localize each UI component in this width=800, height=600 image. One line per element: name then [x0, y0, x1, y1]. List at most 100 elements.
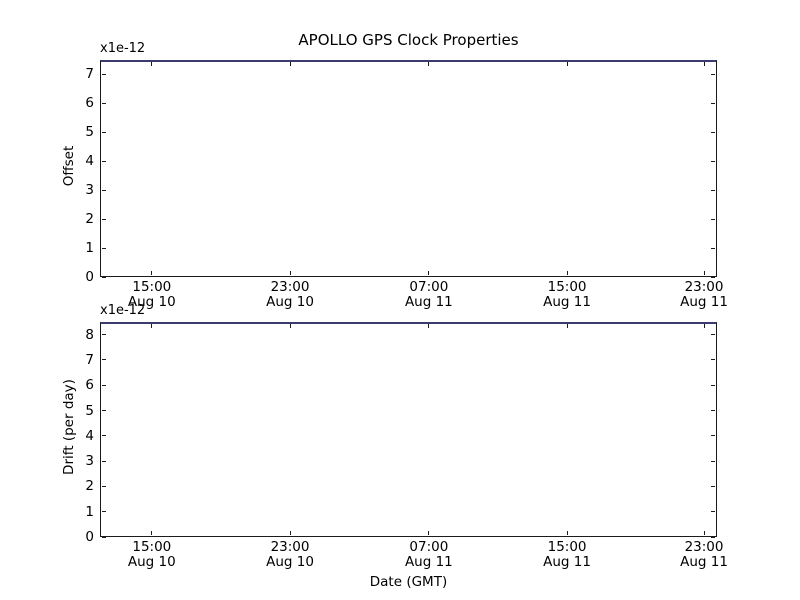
y-tick-mark — [102, 276, 106, 278]
x-axis-label: Date (GMT) — [369, 574, 448, 590]
y-tick-mark-right — [711, 276, 715, 278]
y-tick-label: 7 — [85, 66, 94, 83]
y-tick-mark-right — [711, 511, 715, 513]
x-tick-time: 23:00 — [270, 279, 310, 295]
y-tick-mark-right — [711, 485, 715, 487]
y-tick-mark — [102, 511, 106, 513]
x-tick-mark — [289, 531, 291, 535]
x-tick-time: 23:00 — [684, 539, 724, 555]
x-tick-time: 23:00 — [684, 279, 724, 295]
y-tick-mark — [102, 384, 106, 386]
y-tick-mark — [102, 435, 106, 437]
x-tick-date: Aug 10 — [266, 294, 314, 310]
x-tick-label: 23:00 Aug 10 — [245, 540, 335, 570]
x-tick-date: Aug 10 — [266, 554, 314, 570]
y-tick-mark — [102, 73, 106, 75]
y-tick-mark — [102, 410, 106, 412]
y-tick-label: 0 — [85, 269, 94, 285]
y-tick-mark-right — [711, 160, 715, 162]
y-tick-mark-right — [711, 410, 715, 412]
x-tick-time: 15:00 — [547, 279, 587, 295]
x-tick-mark-top — [428, 324, 430, 328]
x-tick-mark-top — [703, 324, 705, 328]
y-tick-label: 8 — [85, 326, 94, 343]
y-tick-mark-right — [711, 334, 715, 336]
y-tick-label: 4 — [85, 153, 94, 170]
x-tick-time: 15:00 — [132, 539, 172, 555]
x-tick-mark — [151, 271, 153, 275]
offset-plot-area — [100, 60, 717, 277]
y-tick-label: 2 — [85, 211, 94, 228]
x-tick-mark — [566, 271, 568, 275]
x-tick-mark-top — [289, 324, 291, 328]
y-tick-mark-right — [711, 359, 715, 361]
x-tick-date: Aug 10 — [127, 554, 176, 570]
y-tick-mark-right — [711, 460, 715, 462]
x-tick-mark — [428, 271, 430, 275]
y-tick-mark-right — [711, 247, 715, 249]
y-tick-mark — [102, 247, 106, 249]
y-tick-mark-right — [711, 102, 715, 104]
x-tick-mark-top — [151, 62, 153, 66]
x-tick-date: Aug 11 — [404, 554, 453, 570]
y-tick-mark — [102, 460, 106, 462]
x-tick-label: 15:00 Aug 10 — [107, 540, 197, 570]
x-tick-date: Aug 11 — [404, 294, 453, 310]
y-tick-mark-right — [711, 384, 715, 386]
x-tick-label: 07:00 Aug 11 — [384, 280, 474, 310]
x-tick-label: 23:00 Aug 11 — [659, 540, 749, 570]
y-tick-mark — [102, 359, 106, 361]
x-tick-label: 15:00 Aug 11 — [522, 540, 612, 570]
drift-plot-area — [100, 322, 717, 537]
drift-plot-scale-offset-text: x1e-12 — [100, 303, 146, 318]
x-tick-mark — [289, 271, 291, 275]
y-tick-mark — [102, 160, 106, 162]
x-tick-time: 07:00 — [409, 539, 449, 555]
x-tick-time: 23:00 — [270, 539, 310, 555]
y-tick-mark-right — [711, 536, 715, 538]
x-tick-label: 23:00 Aug 11 — [659, 280, 749, 310]
y-tick-label: 4 — [85, 427, 94, 444]
y-tick-mark — [102, 102, 106, 104]
x-tick-mark — [151, 531, 153, 535]
y-tick-mark-right — [711, 435, 715, 437]
y-tick-mark-right — [711, 131, 715, 133]
y-tick-label: 3 — [85, 453, 94, 470]
x-tick-mark — [703, 271, 705, 275]
x-tick-date: Aug 11 — [543, 294, 591, 310]
x-tick-time: 15:00 — [132, 279, 172, 295]
x-tick-mark-top — [151, 324, 153, 328]
y-tick-mark — [102, 131, 106, 133]
y-tick-mark — [102, 536, 106, 538]
y-tick-label: 2 — [85, 478, 94, 495]
x-tick-time: 07:00 — [409, 279, 449, 295]
x-tick-date: Aug 11 — [680, 554, 728, 570]
y-tick-label: 1 — [85, 503, 94, 520]
x-tick-date: Aug 11 — [543, 554, 591, 570]
x-tick-mark-top — [566, 324, 568, 328]
x-tick-label: 07:00 Aug 11 — [384, 540, 474, 570]
y-tick-label: 6 — [85, 95, 94, 112]
x-tick-mark-top — [289, 62, 291, 66]
x-tick-mark — [428, 531, 430, 535]
y-tick-label: 1 — [85, 240, 94, 257]
y-tick-mark-right — [711, 218, 715, 220]
y-tick-label: 3 — [85, 182, 94, 199]
chart-title: APOLLO GPS Clock Properties — [298, 31, 519, 49]
x-tick-label: 15:00 Aug 10 — [107, 280, 197, 310]
y-tick-mark — [102, 485, 106, 487]
y-tick-label: 5 — [85, 402, 94, 419]
y-tick-mark-right — [711, 189, 715, 191]
y-tick-label: 7 — [85, 351, 94, 368]
x-tick-time: 15:00 — [547, 539, 587, 555]
offset-plot-scale-offset-text: x1e-12 — [100, 41, 146, 56]
y-tick-mark — [102, 189, 106, 191]
x-tick-mark — [566, 531, 568, 535]
y-tick-label: 0 — [85, 529, 94, 545]
x-tick-label: 23:00 Aug 10 — [245, 280, 335, 310]
x-tick-mark-top — [703, 62, 705, 66]
x-tick-mark-top — [566, 62, 568, 66]
y-tick-mark-right — [711, 73, 715, 75]
x-tick-date: Aug 11 — [680, 294, 728, 310]
